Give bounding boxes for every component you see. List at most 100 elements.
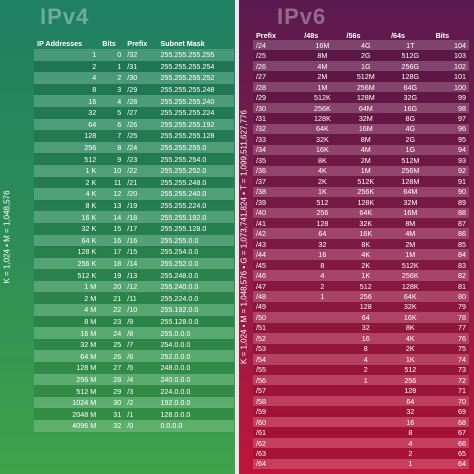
ipv6-cell: 4M: [388, 228, 433, 239]
ipv4-cell: 32: [34, 106, 100, 119]
ipv4-cell: 128 K: [34, 246, 100, 258]
ipv6-cell: /47: [253, 280, 302, 292]
ipv6-cell: /24: [253, 40, 302, 51]
ipv6-row: /50 64 16K 78: [253, 312, 469, 323]
ipv6-cell: 96: [432, 123, 469, 135]
ipv6-row: /25 8M 2G 512G 103: [253, 50, 469, 61]
ipv6-cell: 256K: [301, 102, 344, 114]
ipv6-cell: 102: [432, 60, 469, 72]
ipv6-cell: 71: [432, 385, 469, 396]
ipv6-row: /63 2 65: [253, 448, 469, 459]
ipv4-row: 64 M 26/6 252.0.0.0: [34, 350, 234, 363]
ipv6-cell: 32: [388, 406, 433, 417]
ipv4-cell: 64: [34, 118, 100, 131]
ipv6-cell: 128: [343, 301, 389, 313]
ipv6-cell: /44: [253, 249, 302, 260]
ipv6-row: /56 1 256 72: [253, 375, 469, 386]
ipv6-cell: /25: [253, 50, 302, 61]
ipv4-cell: /25: [124, 130, 158, 142]
ipv6-row: /51 32 8K 77: [253, 322, 469, 334]
ipv6-cell: 32K: [343, 217, 389, 229]
ipv4-cell: 255.255.255.224: [157, 106, 234, 119]
ipv6-cell: /64: [253, 458, 302, 470]
ipv6-row: /45 8 2K 512K 83: [253, 259, 469, 271]
ipv6-cell: /57: [253, 385, 302, 396]
ipv4-cell: 20: [99, 280, 125, 293]
ipv6-cell: [343, 385, 389, 396]
ipv6-cell: 2K: [388, 343, 433, 355]
ipv6-cell: /51: [253, 322, 302, 334]
ipv6-cell: 32M: [343, 113, 389, 124]
ipv6-row: /33 32K 8M 2G 95: [253, 134, 469, 145]
ipv6-cell: 8K: [301, 155, 344, 166]
ipv6-cell: [343, 416, 389, 428]
ipv6-cell: [301, 375, 344, 386]
ipv6-cell: 512M: [343, 71, 389, 82]
ipv6-cell: 64: [343, 312, 389, 323]
ipv6-cell: 128K: [388, 280, 433, 292]
ipv4-cell: 248.0.0.0: [157, 362, 234, 374]
ipv6-cell: 4M: [343, 144, 389, 156]
ipv4-cell: 255.255.248.0: [157, 176, 234, 189]
ipv6-cell: /40: [253, 207, 302, 218]
ipv4-row: 2 1/31 255.255.255.254: [34, 60, 234, 73]
ipv4-cell: 256 K: [34, 257, 100, 270]
ipv4-cell: 64 K: [34, 234, 100, 247]
ipv6-title: IPv6: [277, 4, 327, 29]
ipv4-cell: 255.254.0.0: [157, 246, 234, 258]
ipv6-cell: 256: [388, 375, 433, 386]
ipv4-cell: 11: [99, 176, 125, 189]
ipv6-cell: /28: [253, 81, 302, 93]
ipv6-cell: 16M: [388, 207, 433, 218]
ipv4-cell: 255.248.0.0: [157, 269, 234, 281]
ipv6-row: /53 8 2K 75: [253, 343, 469, 355]
ipv6-cell: 256K: [343, 186, 389, 198]
ipv6-cell: 16: [388, 416, 433, 428]
ipv4-row: 512 K 19/13 255.248.0.0: [34, 269, 234, 281]
ipv4-cell: /19: [124, 199, 158, 212]
ipv6-cell: 1: [301, 291, 344, 302]
ipv4-cell: 128: [34, 130, 100, 142]
ipv4-cell: 0: [99, 49, 125, 61]
ipv6-cell: 128G: [388, 71, 433, 82]
ipv6-cell: [301, 395, 344, 407]
ipv6-cell: 64K: [388, 291, 433, 302]
ipv6-table: Prefix /48s /56s /64s Bits /24 16M 4G 1T 104…: [253, 30, 469, 470]
ipv6-cell: 16K: [343, 228, 389, 239]
ipv6-cell: [301, 312, 344, 323]
ipv4-cell: /20: [124, 188, 158, 200]
ipv6-cell: 1K: [388, 354, 433, 365]
ipv4-cell: 16 M: [34, 327, 100, 339]
ipv6-cell: 32M: [388, 197, 433, 208]
ipv4-cell: /3: [124, 385, 158, 397]
ipv6-cell: 64: [432, 458, 469, 470]
ipv6-cell: 75: [432, 343, 469, 355]
ipv6-cell: 128M: [388, 176, 433, 187]
ipv6-row: /38 1K 256K 64M 90: [253, 186, 469, 198]
ipv4-cell: 21: [99, 292, 125, 305]
ipv4-cell: 4 M: [34, 304, 100, 316]
ipv4-row: 64 6/26 255.255.255.192: [34, 118, 234, 131]
ipv4-row: 128 K 17/15 255.254.0.0: [34, 246, 234, 258]
ipv6-cell: 2: [343, 364, 389, 375]
ipv6-cell: 2M: [388, 238, 433, 250]
ipv6-cell: 8M: [343, 134, 389, 145]
ipv4-cell: /28: [124, 95, 158, 107]
ipv6-cell: 8: [301, 259, 344, 271]
ipv6-cell: /49: [253, 301, 302, 313]
ipv4-cell: 1 K: [34, 164, 100, 177]
ipv4-cell: 29: [99, 385, 125, 397]
ipv4-cell: 255.255.255.255: [157, 49, 234, 61]
ipv6-cell: 78: [432, 312, 469, 323]
ipv6-cell: 64G: [388, 81, 433, 93]
ipv4-cell: /10: [124, 304, 158, 316]
ipv6-cell: 1G: [388, 144, 433, 156]
ipv6-cell: [301, 416, 344, 428]
ipv6-cell: 16K: [301, 144, 344, 156]
ipv4-cell: 19: [99, 269, 125, 281]
ipv6-cell: /46: [253, 270, 302, 281]
ipv6-cell: 128: [301, 217, 344, 229]
ipv4-cell: 512: [34, 153, 100, 165]
ipv6-row: /57 128 71: [253, 385, 469, 396]
ipv6-cell: [301, 354, 344, 365]
